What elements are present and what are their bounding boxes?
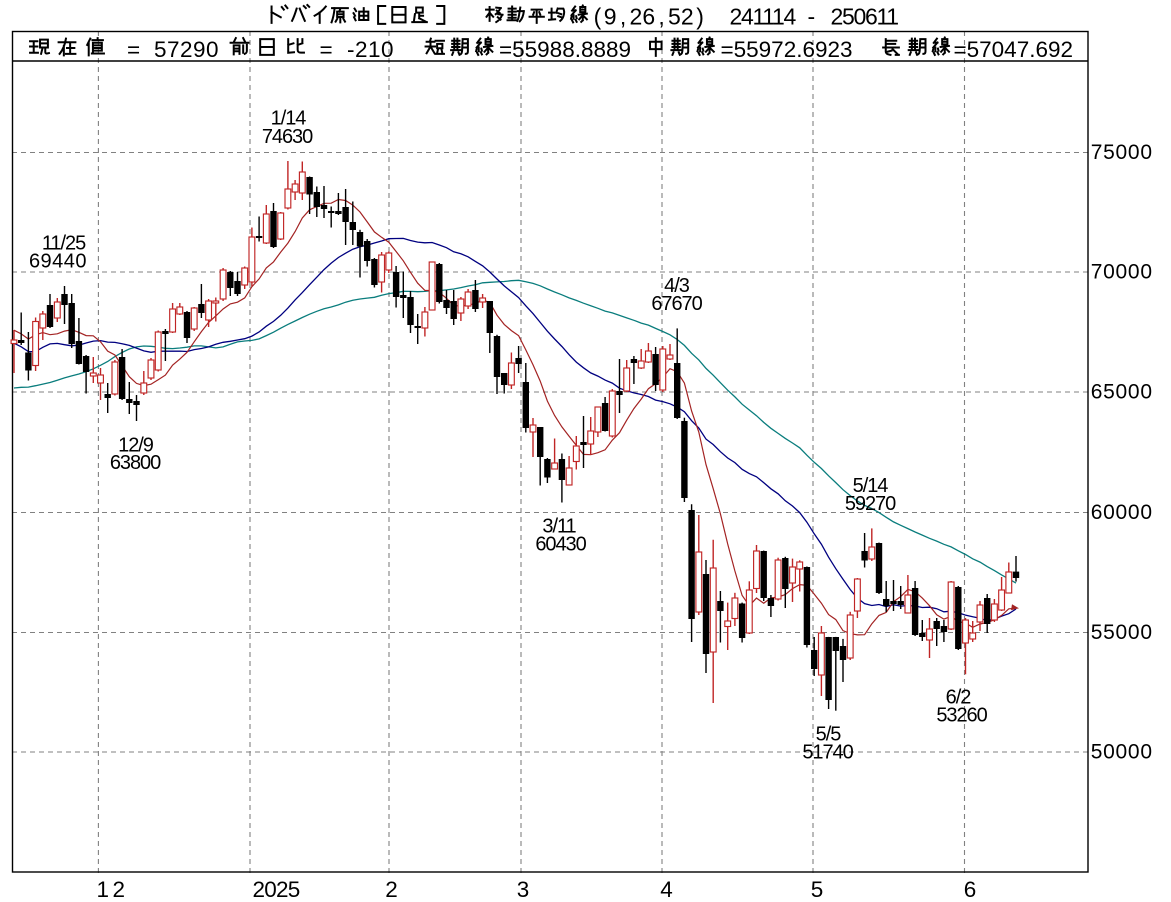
svg-text:=: = [320, 37, 333, 62]
svg-text:70000: 70000 [1091, 261, 1153, 284]
svg-text:5: 5 [811, 877, 824, 902]
svg-text:65000: 65000 [1091, 381, 1153, 404]
svg-text:67670: 67670 [651, 293, 702, 315]
svg-text:11/25: 11/25 [42, 233, 86, 255]
svg-text:241114: 241114 [730, 3, 797, 29]
svg-text:,: , [658, 3, 664, 29]
svg-text:6/2: 6/2 [946, 687, 972, 709]
svg-text:12/9: 12/9 [118, 435, 154, 457]
svg-text:4/3: 4/3 [664, 275, 690, 297]
svg-text:12: 12 [97, 877, 129, 902]
svg-text:2: 2 [385, 877, 398, 902]
svg-text:5/5: 5/5 [816, 724, 842, 746]
svg-text:1/14: 1/14 [271, 108, 307, 130]
svg-text:59270: 59270 [845, 493, 896, 515]
svg-text:,: , [620, 3, 626, 29]
svg-text:60430: 60430 [535, 534, 586, 556]
svg-text:63800: 63800 [110, 452, 161, 474]
svg-text:3/11: 3/11 [542, 516, 576, 538]
svg-text:69440: 69440 [29, 251, 87, 273]
svg-text:57290: 57290 [154, 37, 219, 62]
svg-text:-: - [808, 3, 816, 29]
svg-text:=57047.692: =57047.692 [954, 37, 1074, 62]
svg-text:60000: 60000 [1091, 501, 1153, 524]
svg-text:51740: 51740 [802, 742, 853, 764]
svg-text:74630: 74630 [262, 126, 313, 148]
svg-text:=55988.8889: =55988.8889 [499, 37, 631, 62]
svg-text:250611: 250611 [831, 3, 899, 29]
svg-text:3: 3 [517, 877, 530, 902]
svg-text:2025: 2025 [253, 877, 300, 902]
svg-text:5: 5 [668, 3, 681, 29]
svg-text:5/14: 5/14 [853, 475, 889, 497]
svg-text:6: 6 [964, 877, 977, 902]
svg-text:=: = [127, 37, 140, 62]
svg-text:(: ( [594, 3, 602, 29]
svg-text:6: 6 [642, 3, 655, 29]
svg-text:55000: 55000 [1091, 621, 1153, 644]
svg-text:75000: 75000 [1091, 141, 1153, 164]
svg-text:2: 2 [630, 3, 643, 29]
svg-text:4: 4 [660, 877, 673, 902]
svg-text:): ) [696, 3, 704, 29]
svg-text:53260: 53260 [936, 705, 987, 727]
svg-text:9: 9 [604, 3, 617, 29]
svg-text:=55972.6923: =55972.6923 [721, 37, 853, 62]
svg-text:2: 2 [681, 3, 694, 29]
svg-text:-210: -210 [347, 37, 394, 62]
svg-text:50000: 50000 [1091, 741, 1153, 764]
